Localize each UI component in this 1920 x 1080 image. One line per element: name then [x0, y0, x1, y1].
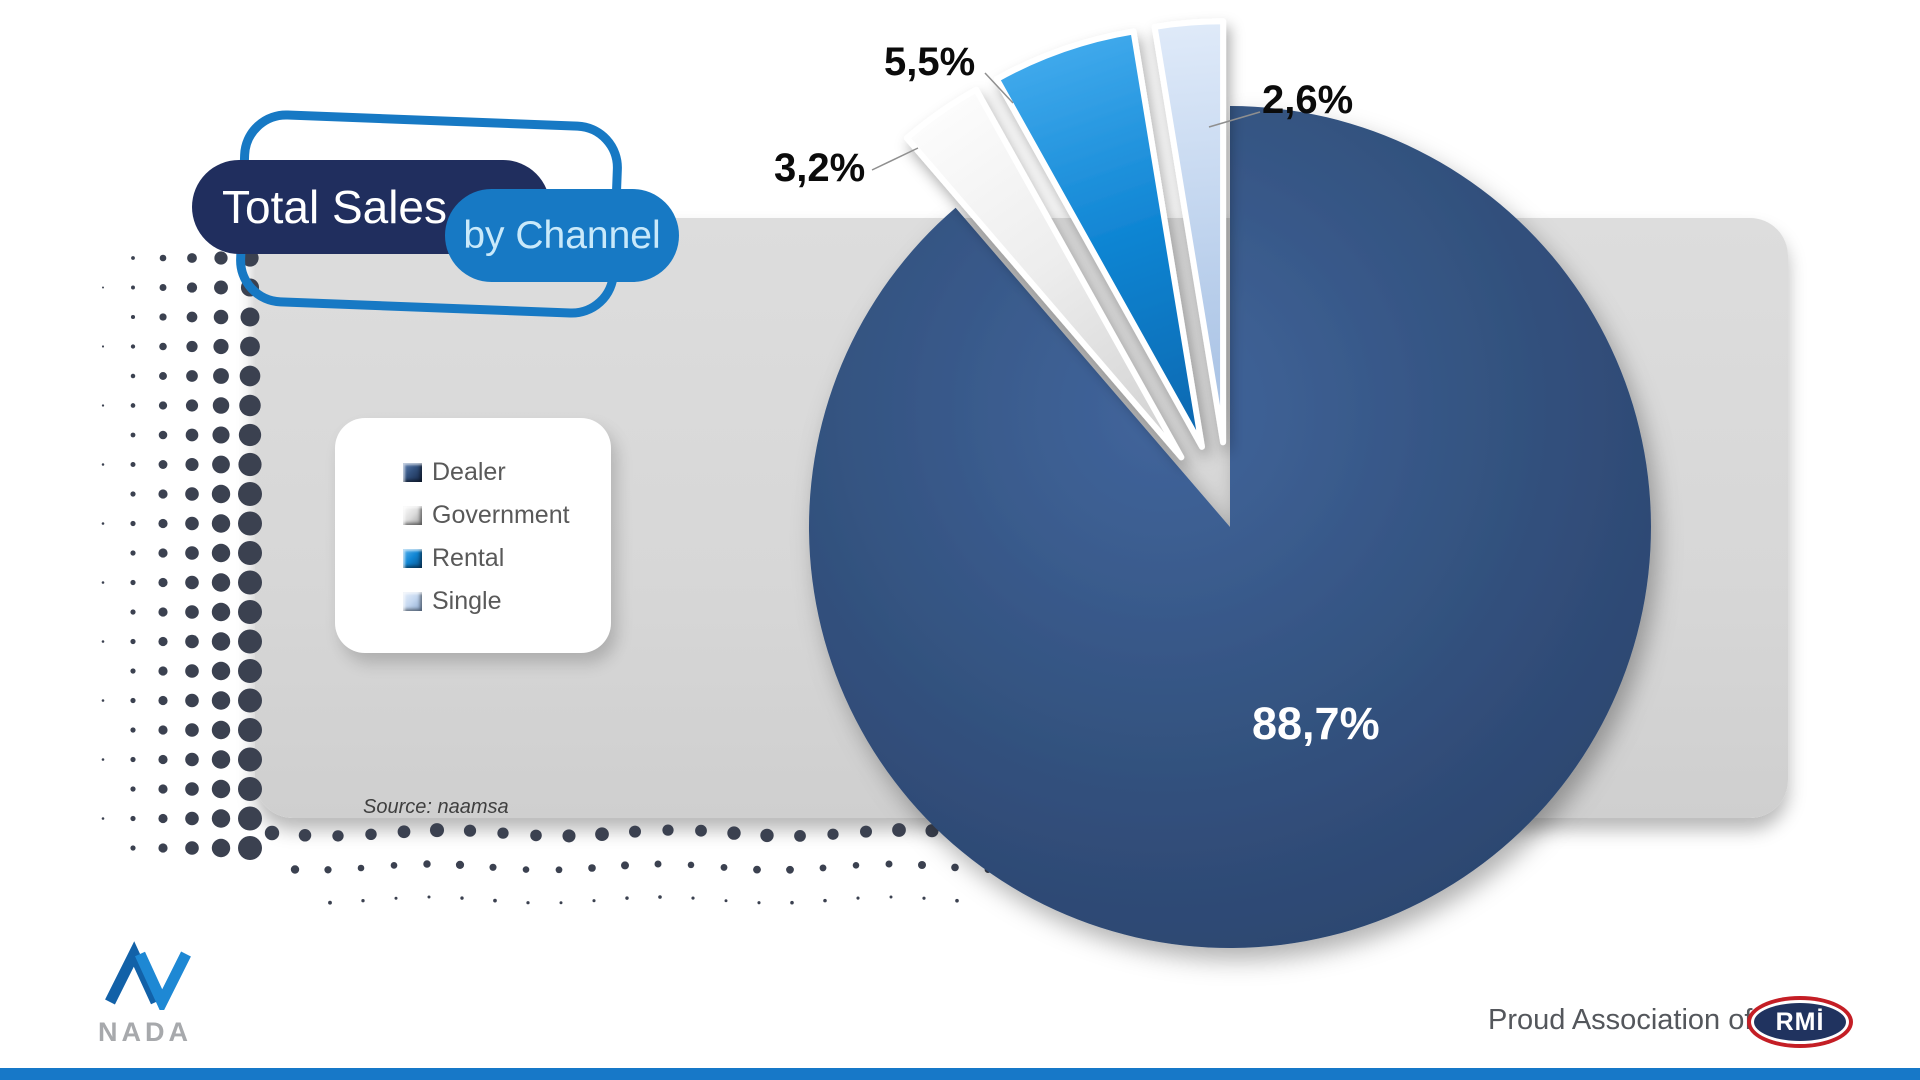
government-swatch-icon — [403, 506, 422, 525]
legend-item-government: Government — [403, 494, 595, 537]
data-label-single: 2,6% — [1262, 78, 1354, 122]
rmi-logo: RMİ — [1747, 996, 1853, 1048]
rental-swatch-icon — [403, 549, 422, 568]
pie-slice-government — [903, 86, 1185, 461]
pie-slice-dealer — [808, 106, 1651, 948]
legend-label: Dealer — [432, 458, 506, 486]
data-label-dealer: 88,7% — [1252, 698, 1380, 749]
page-subtitle: by Channel — [463, 213, 661, 257]
data-label-rental: 5,5% — [884, 40, 976, 84]
legend-item-rental: Rental — [403, 537, 595, 580]
pie-slice-single — [1151, 18, 1227, 446]
legend-item-dealer: Dealer — [403, 451, 595, 494]
pie-slice-rental — [993, 28, 1205, 450]
legend-label: Government — [432, 501, 570, 529]
nada-wordmark: NADA — [98, 1017, 192, 1047]
halftone-dots-decoration — [101, 249, 1004, 905]
label-leader-lines — [871, 72, 1261, 171]
rmi-wordmark: RMİ — [1754, 1003, 1846, 1041]
single-swatch-icon — [403, 592, 422, 611]
bottom-accent-bar — [0, 1068, 1920, 1080]
association-text: Proud Association of — [1488, 1004, 1753, 1036]
page-title: Total Sales — [222, 181, 448, 233]
nada-logo-icon — [105, 941, 191, 1015]
title-secondary-pill: by Channel — [445, 189, 679, 282]
data-label-government: 3,2% — [774, 146, 866, 190]
chart-legend: Dealer Government Rental Single — [335, 418, 611, 653]
legend-label: Single — [432, 587, 502, 615]
legend-label: Rental — [432, 544, 505, 572]
pie-slices — [808, 18, 1651, 948]
nada-logo: NADA — [96, 940, 206, 1048]
source-note: Source: naamsa — [363, 796, 509, 818]
dealer-swatch-icon — [403, 463, 422, 482]
legend-item-single: Single — [403, 580, 595, 623]
